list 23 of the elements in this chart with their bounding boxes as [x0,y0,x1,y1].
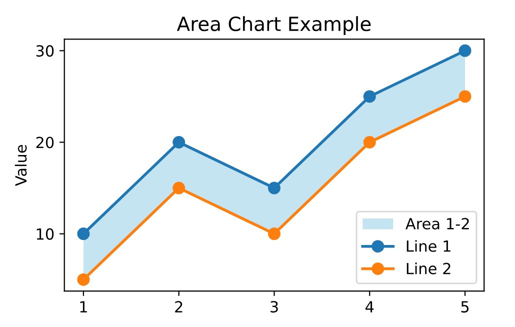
point [458,44,472,57]
legend-label: Area 1-2 [406,218,469,230]
y-axis-title: Value [14,144,27,186]
point [172,182,186,194]
point [77,228,90,240]
x-tick-label: 1 [80,301,87,312]
x-tick-label: 5 [461,301,469,313]
x-tick-label: 3 [270,301,278,313]
chart-title: Area Chart Example [176,16,371,35]
x-tick-label: 4 [366,301,374,312]
y-tick-label: 10 [36,228,54,240]
point [268,182,280,194]
point [458,90,472,103]
legend-label: Line 1 [406,240,450,252]
point [363,136,376,148]
y-tick-label: 20 [36,136,54,148]
point [268,228,280,240]
legend-label: Line 2 [406,262,450,274]
y-tick-label: 30 [36,45,54,57]
point [77,273,90,286]
point [363,90,376,103]
point [172,136,186,148]
x-tick-label: 2 [175,301,182,312]
